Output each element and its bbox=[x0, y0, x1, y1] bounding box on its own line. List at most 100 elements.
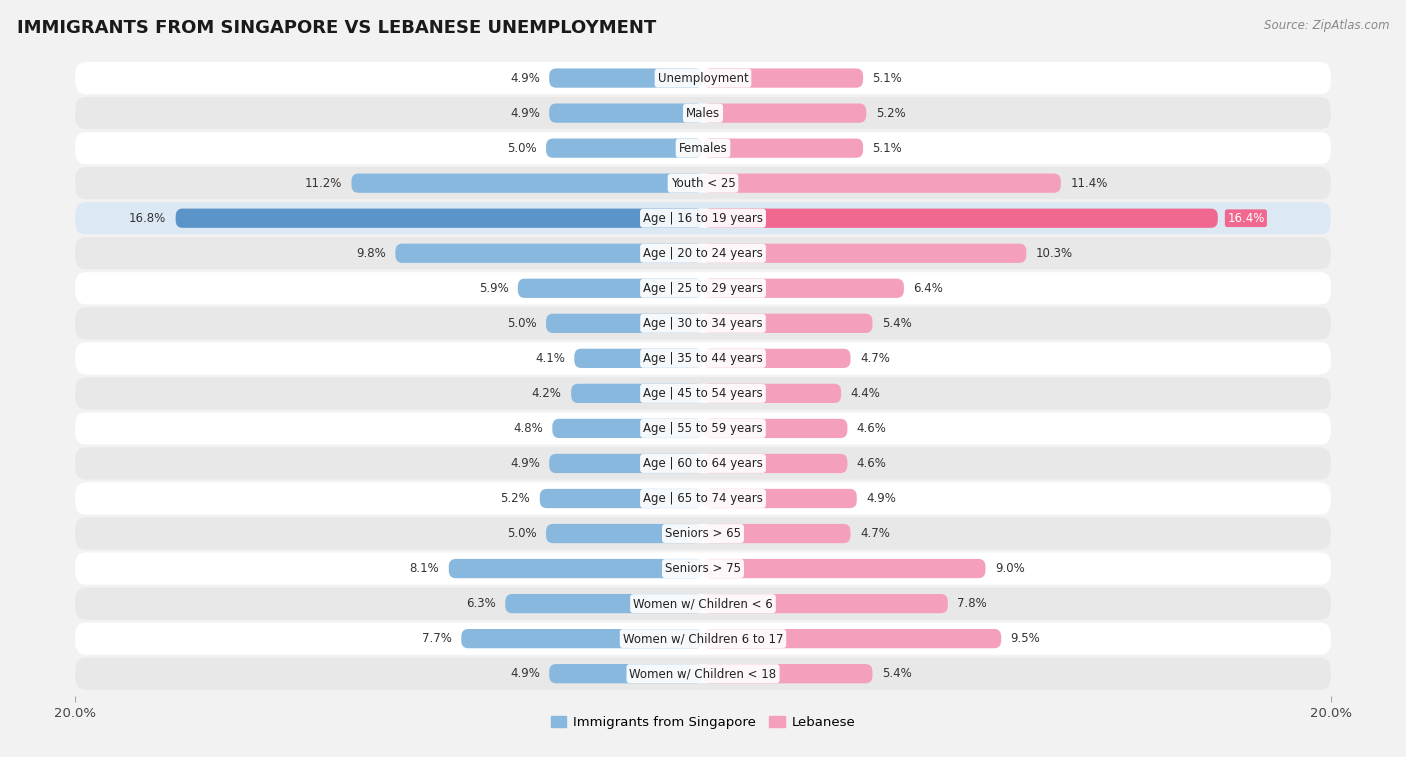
Text: 4.7%: 4.7% bbox=[860, 352, 890, 365]
FancyBboxPatch shape bbox=[176, 209, 703, 228]
FancyBboxPatch shape bbox=[571, 384, 703, 403]
Text: 5.0%: 5.0% bbox=[508, 317, 537, 330]
Text: Women w/ Children < 18: Women w/ Children < 18 bbox=[630, 667, 776, 681]
FancyBboxPatch shape bbox=[395, 244, 703, 263]
Text: 5.2%: 5.2% bbox=[876, 107, 905, 120]
FancyBboxPatch shape bbox=[75, 377, 1331, 410]
Text: 5.1%: 5.1% bbox=[873, 72, 903, 85]
FancyBboxPatch shape bbox=[75, 62, 1331, 94]
Text: Women w/ Children 6 to 17: Women w/ Children 6 to 17 bbox=[623, 632, 783, 645]
Text: 9.8%: 9.8% bbox=[356, 247, 387, 260]
Text: 5.9%: 5.9% bbox=[478, 282, 509, 294]
Text: 6.3%: 6.3% bbox=[465, 597, 496, 610]
Text: 4.2%: 4.2% bbox=[531, 387, 562, 400]
FancyBboxPatch shape bbox=[75, 553, 1331, 584]
FancyBboxPatch shape bbox=[703, 594, 948, 613]
Text: 5.4%: 5.4% bbox=[882, 667, 911, 681]
FancyBboxPatch shape bbox=[703, 173, 1062, 193]
Text: 5.1%: 5.1% bbox=[873, 142, 903, 154]
Text: 6.4%: 6.4% bbox=[914, 282, 943, 294]
Text: 4.9%: 4.9% bbox=[866, 492, 896, 505]
FancyBboxPatch shape bbox=[75, 518, 1331, 550]
FancyBboxPatch shape bbox=[449, 559, 703, 578]
FancyBboxPatch shape bbox=[546, 524, 703, 544]
FancyBboxPatch shape bbox=[540, 489, 703, 508]
Text: IMMIGRANTS FROM SINGAPORE VS LEBANESE UNEMPLOYMENT: IMMIGRANTS FROM SINGAPORE VS LEBANESE UN… bbox=[17, 19, 657, 37]
Text: Age | 35 to 44 years: Age | 35 to 44 years bbox=[643, 352, 763, 365]
Text: Seniors > 75: Seniors > 75 bbox=[665, 562, 741, 575]
Text: 16.8%: 16.8% bbox=[129, 212, 166, 225]
Text: Source: ZipAtlas.com: Source: ZipAtlas.com bbox=[1264, 19, 1389, 32]
FancyBboxPatch shape bbox=[703, 349, 851, 368]
FancyBboxPatch shape bbox=[517, 279, 703, 298]
FancyBboxPatch shape bbox=[703, 524, 851, 544]
Text: 4.7%: 4.7% bbox=[860, 527, 890, 540]
Text: 4.6%: 4.6% bbox=[856, 457, 887, 470]
Text: Age | 45 to 54 years: Age | 45 to 54 years bbox=[643, 387, 763, 400]
FancyBboxPatch shape bbox=[75, 622, 1331, 655]
Text: Age | 55 to 59 years: Age | 55 to 59 years bbox=[643, 422, 763, 435]
FancyBboxPatch shape bbox=[703, 559, 986, 578]
Text: 4.1%: 4.1% bbox=[536, 352, 565, 365]
FancyBboxPatch shape bbox=[75, 202, 1331, 235]
Text: Age | 30 to 34 years: Age | 30 to 34 years bbox=[643, 317, 763, 330]
Text: Females: Females bbox=[679, 142, 727, 154]
Text: 16.4%: 16.4% bbox=[1227, 212, 1264, 225]
FancyBboxPatch shape bbox=[550, 68, 703, 88]
Text: 11.2%: 11.2% bbox=[305, 176, 342, 190]
FancyBboxPatch shape bbox=[546, 139, 703, 157]
FancyBboxPatch shape bbox=[703, 454, 848, 473]
FancyBboxPatch shape bbox=[75, 447, 1331, 480]
FancyBboxPatch shape bbox=[461, 629, 703, 648]
FancyBboxPatch shape bbox=[703, 419, 848, 438]
FancyBboxPatch shape bbox=[703, 209, 1218, 228]
Text: 4.9%: 4.9% bbox=[510, 667, 540, 681]
FancyBboxPatch shape bbox=[703, 68, 863, 88]
FancyBboxPatch shape bbox=[703, 664, 873, 684]
FancyBboxPatch shape bbox=[546, 313, 703, 333]
FancyBboxPatch shape bbox=[75, 132, 1331, 164]
Text: 5.0%: 5.0% bbox=[508, 527, 537, 540]
Text: 4.9%: 4.9% bbox=[510, 72, 540, 85]
FancyBboxPatch shape bbox=[75, 97, 1331, 129]
Text: 9.0%: 9.0% bbox=[995, 562, 1025, 575]
Text: 5.0%: 5.0% bbox=[508, 142, 537, 154]
FancyBboxPatch shape bbox=[703, 489, 856, 508]
Text: Unemployment: Unemployment bbox=[658, 72, 748, 85]
FancyBboxPatch shape bbox=[703, 279, 904, 298]
FancyBboxPatch shape bbox=[703, 313, 873, 333]
Text: 4.4%: 4.4% bbox=[851, 387, 880, 400]
Text: Youth < 25: Youth < 25 bbox=[671, 176, 735, 190]
FancyBboxPatch shape bbox=[75, 482, 1331, 515]
FancyBboxPatch shape bbox=[574, 349, 703, 368]
Text: 9.5%: 9.5% bbox=[1011, 632, 1040, 645]
Text: 4.8%: 4.8% bbox=[513, 422, 543, 435]
Text: 11.4%: 11.4% bbox=[1070, 176, 1108, 190]
FancyBboxPatch shape bbox=[75, 342, 1331, 375]
Text: Women w/ Children < 6: Women w/ Children < 6 bbox=[633, 597, 773, 610]
FancyBboxPatch shape bbox=[553, 419, 703, 438]
FancyBboxPatch shape bbox=[75, 658, 1331, 690]
Text: 4.9%: 4.9% bbox=[510, 457, 540, 470]
FancyBboxPatch shape bbox=[75, 273, 1331, 304]
FancyBboxPatch shape bbox=[505, 594, 703, 613]
Text: Age | 20 to 24 years: Age | 20 to 24 years bbox=[643, 247, 763, 260]
Text: Age | 60 to 64 years: Age | 60 to 64 years bbox=[643, 457, 763, 470]
Text: Seniors > 65: Seniors > 65 bbox=[665, 527, 741, 540]
Text: Males: Males bbox=[686, 107, 720, 120]
FancyBboxPatch shape bbox=[550, 664, 703, 684]
Text: 4.9%: 4.9% bbox=[510, 107, 540, 120]
Text: 5.4%: 5.4% bbox=[882, 317, 911, 330]
FancyBboxPatch shape bbox=[703, 104, 866, 123]
Text: 8.1%: 8.1% bbox=[409, 562, 439, 575]
Text: 5.2%: 5.2% bbox=[501, 492, 530, 505]
FancyBboxPatch shape bbox=[75, 307, 1331, 339]
FancyBboxPatch shape bbox=[703, 244, 1026, 263]
Text: 7.8%: 7.8% bbox=[957, 597, 987, 610]
Text: 7.7%: 7.7% bbox=[422, 632, 451, 645]
Text: Age | 16 to 19 years: Age | 16 to 19 years bbox=[643, 212, 763, 225]
FancyBboxPatch shape bbox=[703, 629, 1001, 648]
Text: 10.3%: 10.3% bbox=[1036, 247, 1073, 260]
FancyBboxPatch shape bbox=[75, 237, 1331, 269]
Text: Age | 25 to 29 years: Age | 25 to 29 years bbox=[643, 282, 763, 294]
